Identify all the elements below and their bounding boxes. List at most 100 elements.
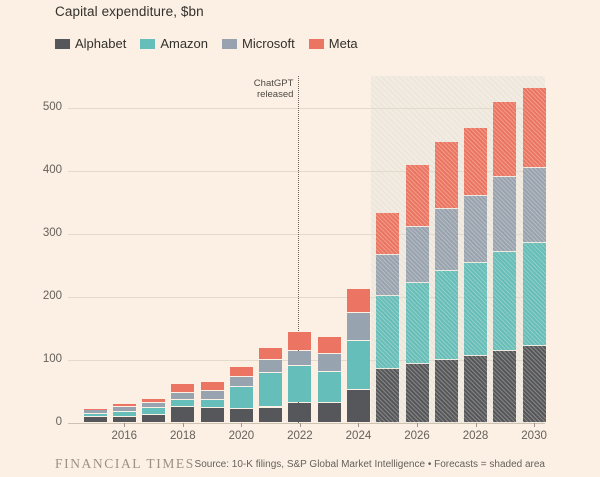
bar-2018 — [171, 0, 195, 423]
legend-label: Meta — [328, 36, 358, 51]
bar-segment-microsoft-2025 — [376, 255, 400, 295]
legend-item-amazon: Amazon — [140, 36, 208, 51]
bar-segment-meta-2019 — [200, 381, 224, 391]
gridline-400 — [68, 171, 545, 172]
bar-2024 — [346, 0, 370, 423]
bar-segment-alphabet-2022 — [288, 403, 312, 422]
bar-segment-microsoft-2029 — [493, 177, 517, 251]
bar-segment-alphabet-2015 — [83, 416, 107, 422]
bar-segment-microsoft-2027 — [434, 208, 458, 270]
legend-item-meta: Meta — [308, 36, 358, 51]
bar-segment-microsoft-2018 — [171, 392, 195, 400]
bar-segment-meta-2023 — [317, 337, 341, 354]
legend-swatch-alphabet — [55, 38, 70, 49]
chatgpt-released-annotation: ChatGPT released — [253, 78, 294, 100]
legend-swatch-meta — [308, 38, 324, 49]
bar-segment-microsoft-2017 — [142, 403, 166, 408]
x-axis-tick-2024 — [358, 423, 360, 427]
bar-segment-alphabet-2021 — [259, 407, 283, 422]
x-axis-label-2026: 2026 — [404, 430, 430, 442]
bar-2021 — [259, 0, 283, 423]
legend-swatch-amazon — [140, 38, 156, 49]
bar-segment-microsoft-2026 — [405, 227, 429, 282]
bar-2015 — [83, 0, 107, 423]
y-axis-label-100: 100 — [42, 353, 62, 365]
bar-segment-alphabet-2018 — [171, 407, 195, 422]
bar-segment-alphabet-2026 — [405, 363, 429, 422]
bar-segment-amazon-2017 — [142, 408, 166, 414]
legend-label: Alphabet — [75, 36, 127, 51]
legend-swatch-microsoft — [222, 38, 238, 49]
bar-segment-amazon-2029 — [493, 251, 517, 351]
bar-segment-meta-2029 — [493, 101, 517, 177]
bar-segment-amazon-2015 — [83, 413, 107, 416]
bar-segment-microsoft-2019 — [200, 391, 224, 400]
bar-segment-meta-2026 — [405, 164, 429, 227]
legend-item-microsoft: Microsoft — [222, 36, 295, 51]
bar-segment-amazon-2026 — [405, 282, 429, 363]
bar-segment-microsoft-2020 — [229, 377, 253, 386]
chart-legend: Alphabet Amazon Microsoft Meta — [55, 36, 372, 51]
bar-segment-alphabet-2024 — [346, 389, 370, 422]
bar-segment-alphabet-2028 — [464, 355, 488, 422]
bar-segment-alphabet-2017 — [142, 414, 166, 422]
bar-segment-alphabet-2020 — [229, 408, 253, 422]
x-axis-label-2030: 2030 — [521, 430, 547, 442]
x-axis-tick-2028 — [475, 423, 477, 427]
bar-segment-alphabet-2019 — [200, 408, 224, 422]
bar-segment-meta-2016 — [112, 404, 136, 407]
bar-segment-microsoft-2015 — [83, 410, 107, 413]
bar-segment-microsoft-2030 — [522, 168, 546, 242]
x-axis-label-2020: 2020 — [228, 430, 255, 442]
bar-segment-microsoft-2021 — [259, 359, 283, 372]
y-axis-label-300: 300 — [42, 227, 62, 239]
bar-segment-meta-2017 — [142, 398, 166, 403]
x-axis-label-2016: 2016 — [111, 430, 138, 442]
x-axis-tick-2016 — [124, 423, 126, 427]
bar-2027 — [434, 0, 458, 423]
x-axis-label-2028: 2028 — [462, 430, 489, 442]
gridline-500 — [68, 108, 545, 109]
bar-2026 — [405, 0, 429, 423]
bar-segment-amazon-2021 — [259, 372, 283, 407]
x-axis-tick-2030 — [534, 423, 536, 427]
bar-segment-alphabet-2030 — [522, 346, 546, 422]
bar-segment-microsoft-2028 — [464, 196, 488, 262]
bar-segment-amazon-2018 — [171, 400, 195, 407]
source-note: Source: 10-K filings, S&P Global Market … — [194, 459, 545, 470]
bar-segment-microsoft-2023 — [317, 354, 341, 372]
bar-2030 — [522, 0, 546, 423]
bar-segment-amazon-2024 — [346, 340, 370, 389]
bar-segment-meta-2025 — [376, 212, 400, 255]
bar-segment-amazon-2023 — [317, 372, 341, 402]
bar-segment-meta-2020 — [229, 367, 253, 377]
bar-2016 — [112, 0, 136, 423]
y-axis-label-500: 500 — [42, 101, 62, 113]
bar-segment-meta-2015 — [83, 408, 107, 410]
bar-segment-alphabet-2023 — [317, 402, 341, 422]
bar-segment-meta-2028 — [464, 128, 488, 196]
y-axis-label-0: 0 — [55, 416, 62, 428]
x-axis-tick-2020 — [241, 423, 243, 427]
chart-title: Capital expenditure, $bn — [55, 4, 204, 19]
legend-label: Amazon — [160, 36, 209, 51]
x-axis-tick-2026 — [417, 423, 418, 427]
financial-times-logo: FINANCIAL TIMES — [55, 456, 195, 471]
bar-segment-amazon-2020 — [229, 386, 253, 408]
bar-segment-amazon-2016 — [112, 412, 136, 416]
gridline-300 — [68, 234, 545, 235]
bar-2023 — [317, 0, 341, 423]
bar-segment-alphabet-2029 — [493, 351, 517, 422]
x-axis-label-2022: 2022 — [287, 430, 313, 442]
y-axis-label-200: 200 — [42, 290, 62, 302]
bar-segment-amazon-2028 — [464, 262, 488, 355]
bar-segment-amazon-2027 — [434, 270, 458, 359]
bar-segment-alphabet-2025 — [376, 369, 400, 422]
bar-2017 — [142, 0, 166, 423]
bar-segment-amazon-2019 — [200, 400, 224, 408]
bar-segment-meta-2027 — [434, 142, 458, 208]
x-axis-label-2018: 2018 — [170, 430, 196, 442]
chatgpt-released-line — [298, 76, 300, 423]
bar-segment-microsoft-2024 — [346, 312, 370, 340]
